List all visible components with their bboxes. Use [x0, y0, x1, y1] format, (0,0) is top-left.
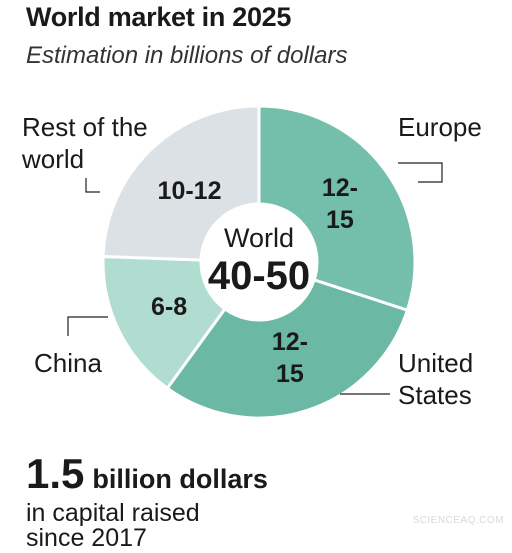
- capital-raised-description: in capital raised: [26, 499, 200, 527]
- slice-name-europe: Europe: [398, 112, 482, 142]
- leader-line-china: [67, 316, 108, 336]
- capital-raised-unit: billion dollars: [92, 464, 268, 494]
- slice-china: [101, 255, 228, 391]
- value-label-china: 6-8: [151, 293, 187, 321]
- watermark: SCIENCEAQ.COM: [412, 515, 504, 526]
- value-label-rest-of-the-world: 10-12: [158, 177, 222, 205]
- leader-line-europe: [398, 162, 443, 183]
- chart-subtitle: Estimation in billions of dollars: [26, 42, 348, 69]
- value-label-europe: 12-15: [322, 174, 358, 234]
- center-value: 40-50: [208, 254, 310, 298]
- capital-raised-stat: 1.5 billion dollars in capital raised: [26, 450, 268, 528]
- slice-name-china: China: [34, 348, 102, 378]
- slice-name-united-states: United States: [398, 348, 473, 410]
- value-label-united-states: 12-15: [272, 328, 308, 388]
- capital-raised-since: since 2017: [26, 524, 147, 552]
- donut-chart: 12-15 Europe 12-15 United States 6-8 China 10-1…: [21, 104, 482, 420]
- center-label: World: [224, 223, 294, 253]
- capital-raised-value: 1.5: [26, 450, 85, 497]
- slice-name-rest-of-the-world: Rest of the world: [21, 112, 148, 174]
- leader-line-rest-of-the-world: [85, 178, 100, 193]
- donut-hole: [201, 204, 317, 320]
- chart-title: World market in 2025: [26, 2, 292, 32]
